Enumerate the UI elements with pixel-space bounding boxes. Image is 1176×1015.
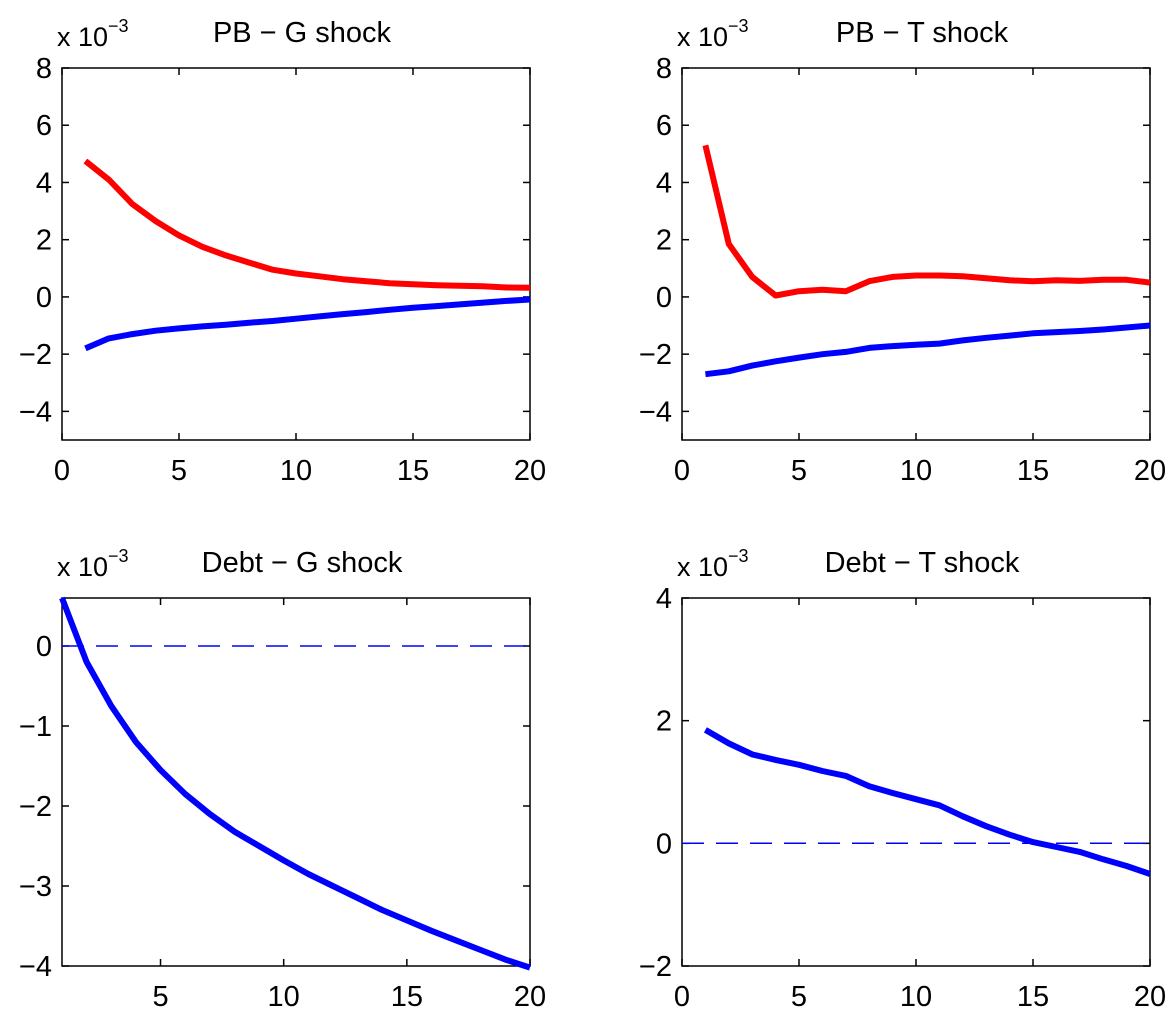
y-tick-label: −2 (19, 339, 52, 371)
axes-box (61, 597, 531, 967)
scale-exponent: −3 (108, 16, 129, 36)
y-tick-label: −3 (19, 871, 52, 903)
x-tick-label: 0 (674, 455, 690, 487)
y-tick-label: 6 (36, 110, 52, 142)
axes-box (681, 67, 1151, 441)
x-tick-label: 5 (791, 981, 807, 1013)
y-tick-label: 4 (656, 167, 672, 199)
y-tick-label: 2 (36, 225, 52, 257)
chart-title: PB − T shock (836, 17, 1009, 49)
y-tick-label: 6 (656, 110, 672, 142)
y-tick-label: −2 (639, 339, 672, 371)
series-line-blue (84, 296, 531, 352)
panel-3: 5 10 15 20−4−3−2−10x 10−3 Debt − G shock (19, 546, 546, 1013)
y-tick-label: −1 (19, 711, 52, 743)
y-tick-label: 4 (36, 167, 52, 199)
series-line-red (83, 158, 531, 291)
y-tick-label: 8 (36, 53, 52, 85)
axes-box (681, 597, 1151, 967)
y-tick-label: 8 (656, 53, 672, 85)
axis-scale-label: x 10−3 (677, 16, 749, 52)
y-tick-label: 0 (656, 828, 672, 860)
y-tick-label: 2 (656, 225, 672, 257)
y-tick-label: 0 (36, 631, 52, 663)
x-tick-label: 20 (1134, 455, 1166, 487)
scale-base: x 10 (57, 552, 108, 582)
x-tick-label: 0 (54, 455, 70, 487)
panel-2: 0 5 10 15 20 −4 −2 0 2 4 6 8x 10−3 PB − T shock (639, 16, 1166, 487)
axis-scale-label: x 10−3 (57, 16, 129, 52)
chart-title: Debt − T shock (825, 547, 1020, 579)
series-line-blue (703, 727, 1151, 877)
chart-title: Debt − G shock (202, 547, 403, 579)
y-tick-label: −2 (639, 951, 672, 983)
scale-base: x 10 (677, 22, 728, 52)
x-tick-label: 10 (900, 981, 932, 1013)
x-tick-label: 15 (397, 455, 429, 487)
axes-box (61, 67, 531, 441)
scale-exponent: −3 (108, 546, 129, 566)
chart-title: PB − G shock (213, 17, 392, 49)
x-tick-label: 20 (514, 981, 546, 1013)
x-tick-label: 5 (171, 455, 187, 487)
y-tick-label: 0 (656, 282, 672, 314)
scale-base: x 10 (677, 552, 728, 582)
y-tick-label: −4 (19, 396, 52, 428)
scale-exponent: −3 (728, 16, 749, 36)
y-tick-label: −2 (19, 791, 52, 823)
series-line-blue (705, 322, 1151, 378)
x-tick-label: 20 (514, 455, 546, 487)
x-tick-label: 10 (280, 455, 312, 487)
y-tick-label: −4 (639, 396, 672, 428)
y-tick-label: −4 (19, 951, 52, 983)
x-tick-label: 10 (268, 981, 300, 1013)
panel-1: 0 5 10 15 20 −4 −2 0 2 4 6 8x 10−3 PB − G shock (19, 16, 546, 487)
scale-exponent: −3 (728, 546, 749, 566)
series-line-red (702, 144, 1151, 299)
x-tick-label: 5 (791, 455, 807, 487)
x-tick-label: 15 (1017, 455, 1049, 487)
scale-base: x 10 (57, 22, 108, 52)
y-tick-label: 4 (656, 583, 672, 615)
x-tick-label: 15 (391, 981, 423, 1013)
axis-scale-label: x 10−3 (677, 546, 749, 582)
x-tick-label: 15 (1017, 981, 1049, 1013)
series-line-blue (59, 596, 531, 971)
x-tick-label: 5 (152, 981, 168, 1013)
axis-scale-label: x 10−3 (57, 546, 129, 582)
y-tick-label: 2 (656, 706, 672, 738)
x-tick-label: 10 (900, 455, 932, 487)
y-tick-label: 0 (36, 282, 52, 314)
x-tick-label: 0 (674, 981, 690, 1013)
x-tick-label: 20 (1134, 981, 1166, 1013)
